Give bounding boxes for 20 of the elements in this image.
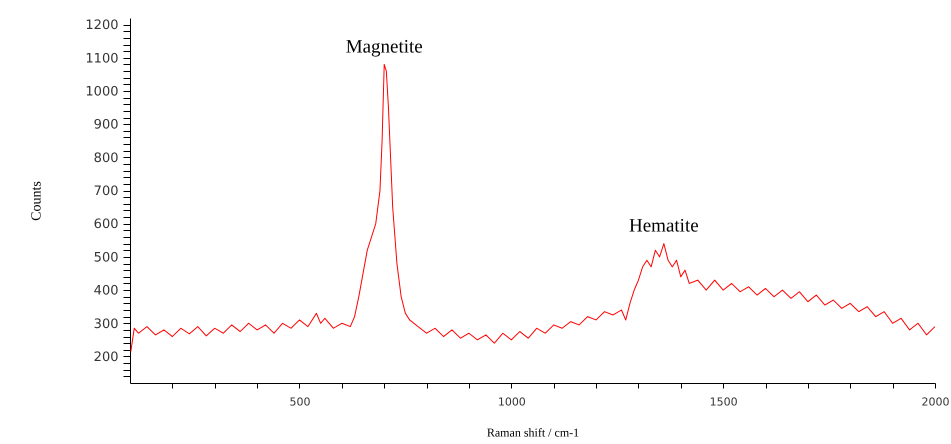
y-tick-label: 1000 bbox=[85, 84, 118, 100]
x-tick-label: 1500 bbox=[710, 396, 738, 408]
y-tick-label: 400 bbox=[94, 284, 118, 299]
y-tick-label: 900 bbox=[94, 118, 118, 133]
y-tick-label: 700 bbox=[94, 184, 118, 200]
y-tick-label: 200 bbox=[94, 350, 118, 365]
y-tick-label: 500 bbox=[94, 250, 118, 266]
y-tick-label: 800 bbox=[94, 150, 118, 166]
y-tick-label: 1100 bbox=[85, 51, 118, 66]
annotation: Magnetite bbox=[346, 36, 423, 58]
y-tick-label: 300 bbox=[94, 316, 118, 332]
annotation: Hematite bbox=[629, 216, 699, 237]
x-tick-label: 2000 bbox=[922, 396, 950, 408]
x-axis-title: Raman shift / cm-1 bbox=[486, 426, 580, 440]
x-tick-label: 1000 bbox=[498, 396, 526, 408]
y-tick-label: 600 bbox=[94, 217, 118, 232]
y-tick-label: 1200 bbox=[85, 18, 118, 34]
x-tick-label: 500 bbox=[289, 396, 310, 408]
y-axis-title: Counts bbox=[29, 181, 44, 221]
line-series bbox=[130, 64, 935, 352]
